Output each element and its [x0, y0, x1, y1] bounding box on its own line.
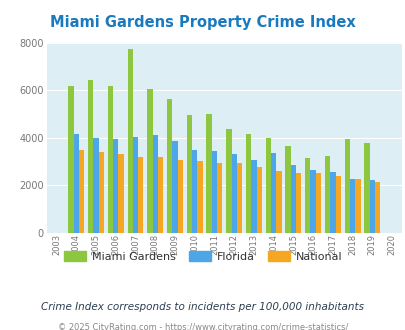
- Bar: [88, 80, 93, 233]
- Bar: [107, 85, 113, 233]
- Bar: [192, 149, 197, 233]
- Bar: [363, 143, 369, 233]
- Bar: [315, 173, 320, 233]
- Bar: [324, 155, 329, 233]
- Bar: [147, 89, 152, 233]
- Bar: [231, 154, 236, 233]
- Bar: [251, 160, 256, 233]
- Bar: [256, 167, 261, 233]
- Text: © 2025 CityRating.com - https://www.cityrating.com/crime-statistics/: © 2025 CityRating.com - https://www.city…: [58, 323, 347, 330]
- Bar: [138, 157, 143, 233]
- Legend: Miami Gardens, Florida, National: Miami Gardens, Florida, National: [59, 247, 346, 267]
- Bar: [305, 158, 310, 233]
- Bar: [354, 179, 360, 233]
- Bar: [197, 161, 202, 233]
- Bar: [152, 135, 158, 233]
- Bar: [310, 170, 315, 233]
- Bar: [335, 176, 340, 233]
- Bar: [295, 173, 301, 233]
- Bar: [290, 165, 295, 233]
- Bar: [172, 141, 177, 233]
- Bar: [68, 85, 73, 233]
- Bar: [369, 181, 374, 233]
- Bar: [186, 115, 192, 233]
- Bar: [270, 153, 276, 233]
- Bar: [217, 163, 222, 233]
- Bar: [158, 157, 163, 233]
- Bar: [127, 49, 132, 233]
- Bar: [245, 134, 251, 233]
- Bar: [276, 171, 281, 233]
- Bar: [206, 114, 211, 233]
- Bar: [113, 139, 118, 233]
- Bar: [79, 149, 84, 233]
- Bar: [265, 138, 270, 233]
- Bar: [132, 137, 138, 233]
- Bar: [344, 139, 349, 233]
- Bar: [349, 179, 354, 233]
- Bar: [93, 138, 98, 233]
- Bar: [236, 163, 241, 233]
- Bar: [177, 160, 183, 233]
- Bar: [285, 146, 290, 233]
- Text: Crime Index corresponds to incidents per 100,000 inhabitants: Crime Index corresponds to incidents per…: [41, 302, 364, 312]
- Bar: [211, 151, 217, 233]
- Bar: [73, 134, 79, 233]
- Bar: [98, 152, 104, 233]
- Bar: [374, 182, 379, 233]
- Bar: [329, 172, 335, 233]
- Bar: [118, 154, 124, 233]
- Bar: [226, 129, 231, 233]
- Text: Miami Gardens Property Crime Index: Miami Gardens Property Crime Index: [50, 15, 355, 30]
- Bar: [166, 99, 172, 233]
